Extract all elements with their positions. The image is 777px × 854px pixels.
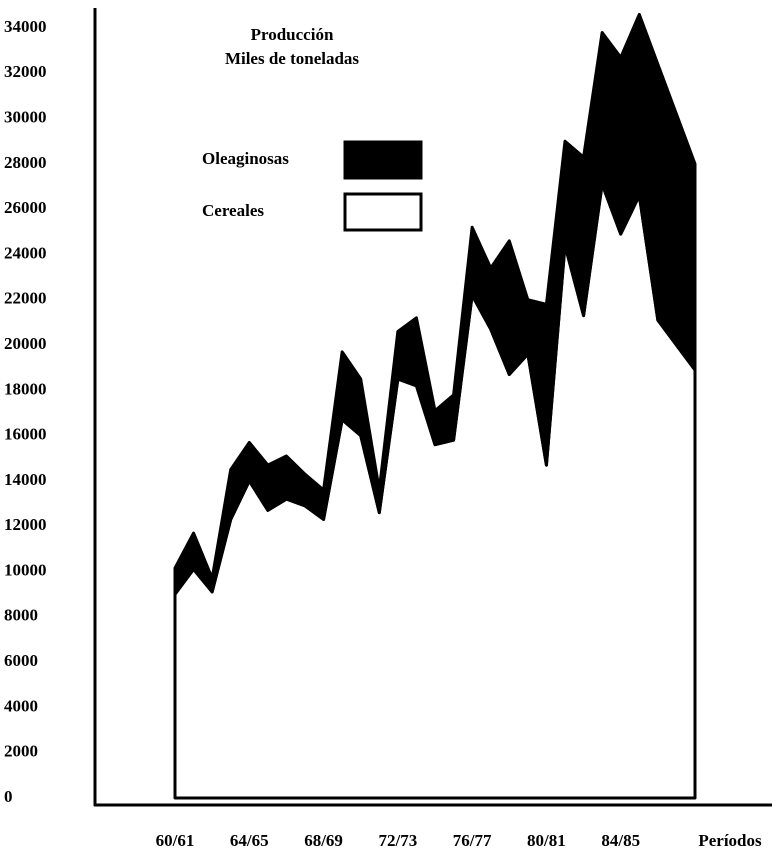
y-tick-label: 30000: [4, 107, 47, 126]
area: [173, 182, 697, 800]
y-tick-label: 32000: [4, 62, 47, 81]
y-tick-label: 8000: [4, 606, 38, 625]
x-axis-label: Períodos: [698, 831, 762, 850]
x-tick-label: 64/65: [230, 831, 269, 850]
legend-label: Cereales: [202, 201, 264, 220]
y-tick-label: 18000: [4, 379, 47, 398]
y-tick-label: 14000: [4, 470, 47, 489]
y-tick-label: 24000: [4, 243, 47, 262]
y-tick-label: 16000: [4, 425, 47, 444]
y-tick-label: 28000: [4, 153, 47, 172]
y-tick-label: 2000: [4, 742, 38, 761]
legend-label: Oleaginosas: [202, 149, 289, 168]
y-tick-label: 12000: [4, 515, 47, 534]
y-tick-label: 4000: [4, 696, 38, 715]
y-tick-label: 22000: [4, 289, 47, 308]
y-tick-label: 20000: [4, 334, 47, 353]
area: [173, 12, 697, 596]
legend-swatch: [343, 192, 423, 232]
y-tick-label: 34000: [4, 17, 47, 36]
x-tick-label: 76/77: [453, 831, 492, 850]
chart-subtitle: Miles de toneladas: [225, 49, 359, 68]
y-tick-label: 26000: [4, 198, 47, 217]
x-tick-label: 80/81: [527, 831, 566, 850]
x-tick-label: 72/73: [378, 831, 417, 850]
chart-title: Producción: [251, 25, 334, 44]
legend: Oleaginosas Cereales: [202, 140, 423, 232]
x-tick-label: 68/69: [304, 831, 343, 850]
y-tick-label: 0: [4, 787, 13, 806]
y-tick-label: 10000: [4, 560, 47, 579]
legend-swatch: [343, 140, 423, 180]
y-tick-label: 6000: [4, 651, 38, 670]
x-tick-label: 60/61: [156, 831, 195, 850]
x-tick-label: 84/85: [601, 831, 640, 850]
